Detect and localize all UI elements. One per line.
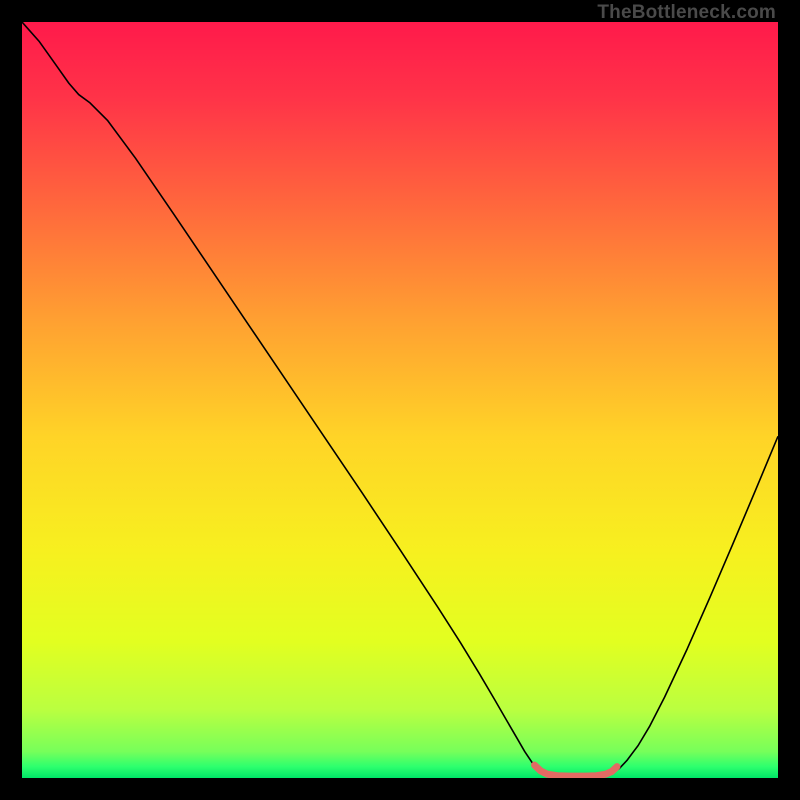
watermark-text: TheBottleneck.com — [597, 2, 776, 24]
plot-area — [22, 22, 778, 778]
chart-frame: TheBottleneck.com — [0, 0, 800, 800]
curve-layer — [22, 22, 778, 778]
bottleneck-curve — [22, 22, 778, 776]
optimal-highlight — [535, 765, 617, 776]
